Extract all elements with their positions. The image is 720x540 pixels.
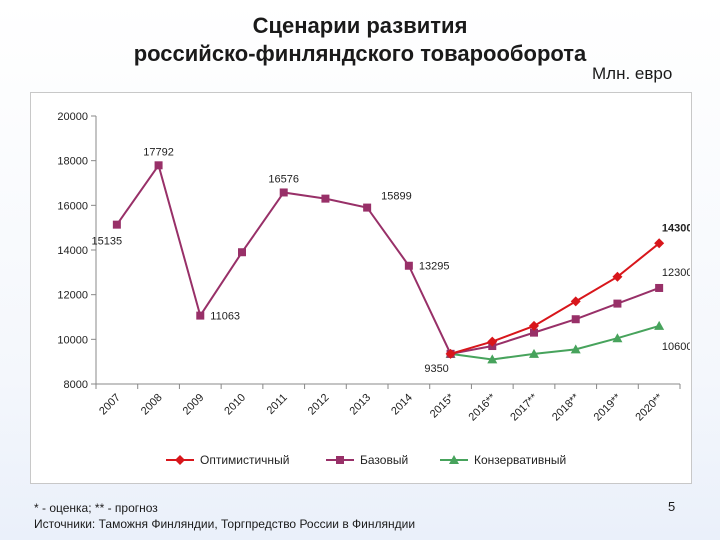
data-point-optimistic	[654, 238, 665, 249]
data-label-base: 13295	[419, 261, 450, 273]
data-point-base	[404, 261, 413, 270]
data-label-base: 16576	[268, 173, 299, 185]
data-label-base: 15135	[92, 236, 123, 248]
series-line-optimistic	[450, 242, 660, 355]
x-tick-label: 2016**	[467, 391, 499, 423]
line-chart: 8000 10000 12000 14000 16000 18000 20000 2007 20…	[57, 111, 690, 467]
x-tick-label: 2017**	[508, 391, 540, 423]
footnote-legend: * - оценка; ** - прогноз	[34, 501, 158, 515]
x-tick-label: 2013	[347, 392, 373, 418]
y-tick-label: 12000	[57, 290, 88, 302]
y-tick-label: 16000	[57, 200, 88, 212]
data-point-optimistic	[570, 296, 581, 307]
legend-marker-optimistic	[175, 455, 185, 465]
data-point-base	[530, 328, 538, 337]
y-tick-label: 14000	[57, 245, 88, 257]
data-point-base	[154, 161, 163, 170]
y-tick-label: 20000	[57, 111, 88, 123]
x-tick-label: 2012	[306, 392, 332, 418]
data-label-base: 9350	[424, 363, 448, 375]
data-label-base: 15899	[381, 191, 412, 203]
title-line-2: российско-финляндского товарооборота	[133, 41, 587, 66]
data-label-conservative: 10600	[662, 341, 690, 353]
data-point-base	[613, 299, 622, 308]
y-tick-label: 18000	[57, 156, 88, 168]
data-point-conservative	[529, 348, 539, 358]
x-tick-label: 2007	[97, 392, 123, 418]
series-line-base	[116, 163, 660, 355]
x-tick-label: 2019**	[592, 391, 624, 423]
data-point-optimistic	[529, 320, 539, 331]
legend-label-optimistic: Оптимистичный	[200, 453, 289, 467]
data-point-base	[571, 315, 580, 324]
data-point-base	[279, 188, 288, 197]
data-label-base: 12300	[662, 267, 690, 279]
legend-marker-base	[336, 456, 344, 464]
x-tick-label: 2011	[265, 392, 290, 417]
x-tick-label: 2009	[181, 392, 207, 418]
x-tick-label: 2018**	[550, 391, 582, 423]
y-tick-label: 8000	[64, 379, 88, 391]
data-point-optimistic	[612, 271, 623, 282]
data-point-optimistic	[487, 336, 498, 347]
series-line-conservative	[450, 324, 660, 361]
x-tick-label: 2020**	[633, 391, 665, 423]
page-number: 5	[668, 499, 676, 514]
units-label: Млн. евро	[592, 64, 673, 83]
title-line-1: Сценарии развития	[252, 13, 468, 38]
data-point-base	[363, 203, 372, 212]
x-tick-label: 2014	[389, 392, 415, 418]
footnote-sources: Источники: Таможня Финляндии, Торгпредст…	[34, 517, 416, 531]
data-point-base	[196, 311, 205, 320]
data-point-base	[112, 220, 121, 229]
data-label-optimistic: 14300	[662, 222, 690, 234]
y-tick-label: 10000	[57, 334, 88, 346]
chart-area	[30, 92, 692, 484]
data-label-base: 11063	[210, 311, 240, 323]
legend-label-base: Базовый	[360, 453, 408, 467]
data-point-base	[321, 194, 330, 203]
data-point-conservative	[654, 320, 665, 330]
data-point-optimistic	[445, 348, 456, 359]
data-point-conservative	[570, 344, 581, 354]
footnote: * - оценка; ** - прогноз Источники: Тамо…	[34, 500, 415, 532]
data-point-conservative	[612, 333, 623, 343]
data-point-base	[238, 248, 246, 257]
x-tick-label: 2008	[139, 392, 165, 418]
x-tick-label: 2010	[222, 392, 248, 418]
legend-label-conservative: Конзервативный	[474, 453, 566, 467]
x-tick-label: 2015*	[428, 391, 457, 420]
data-label-base: 17792	[143, 146, 174, 158]
legend-marker-conservative	[449, 455, 459, 464]
data-point-conservative	[487, 354, 498, 364]
slide-title: Сценарии развития российско-финляндского…	[0, 12, 720, 68]
data-point-base	[655, 283, 664, 292]
